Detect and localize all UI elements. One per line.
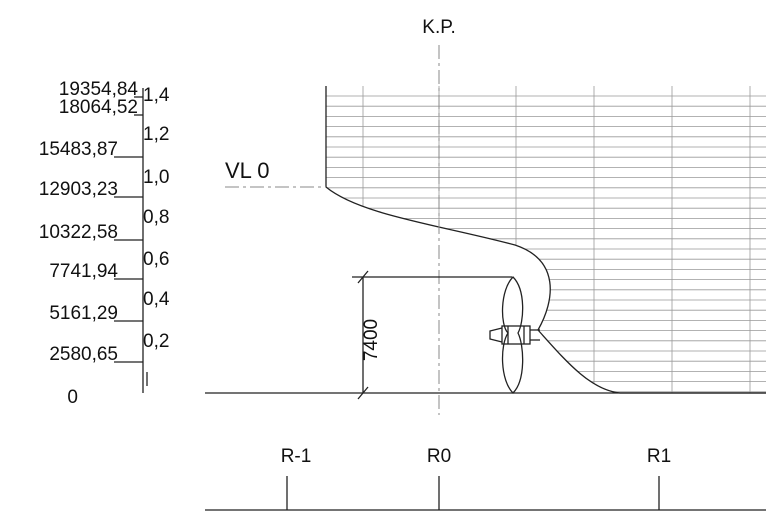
scale-label: 5161,29 bbox=[49, 303, 118, 324]
scale-label: 7741,94 bbox=[49, 261, 118, 282]
scale-label: 2580,65 bbox=[49, 344, 118, 365]
scale-label: 15483,87 bbox=[39, 139, 118, 160]
scale-label: 1,0 bbox=[143, 167, 169, 188]
scale-label: 0,2 bbox=[143, 331, 169, 352]
scale-label: 0,8 bbox=[143, 207, 169, 228]
scale-label: 1,4 bbox=[143, 85, 170, 106]
scale-label: 0 bbox=[67, 387, 78, 408]
scale-label: 10322,58 bbox=[39, 222, 118, 243]
grid bbox=[326, 86, 766, 393]
scale-label: 0,4 bbox=[143, 289, 170, 310]
station-label: R0 bbox=[427, 446, 451, 467]
scale-label: 12903,23 bbox=[39, 179, 118, 200]
propeller bbox=[489, 276, 540, 394]
dimension: 7400 bbox=[352, 270, 512, 400]
title: K.P. bbox=[422, 17, 455, 38]
scale-label: 0,6 bbox=[143, 249, 169, 270]
station-label: R-1 bbox=[281, 446, 312, 467]
scale-label: 1,2 bbox=[143, 124, 169, 145]
waterline-label: VL 0 bbox=[225, 158, 269, 183]
station-label: R1 bbox=[647, 446, 671, 467]
hull-profile bbox=[325, 86, 766, 394]
dimension-label: 7400 bbox=[361, 319, 382, 361]
scale-label: 18064,52 bbox=[59, 97, 138, 118]
scale-label: 19354,84 bbox=[59, 79, 139, 100]
